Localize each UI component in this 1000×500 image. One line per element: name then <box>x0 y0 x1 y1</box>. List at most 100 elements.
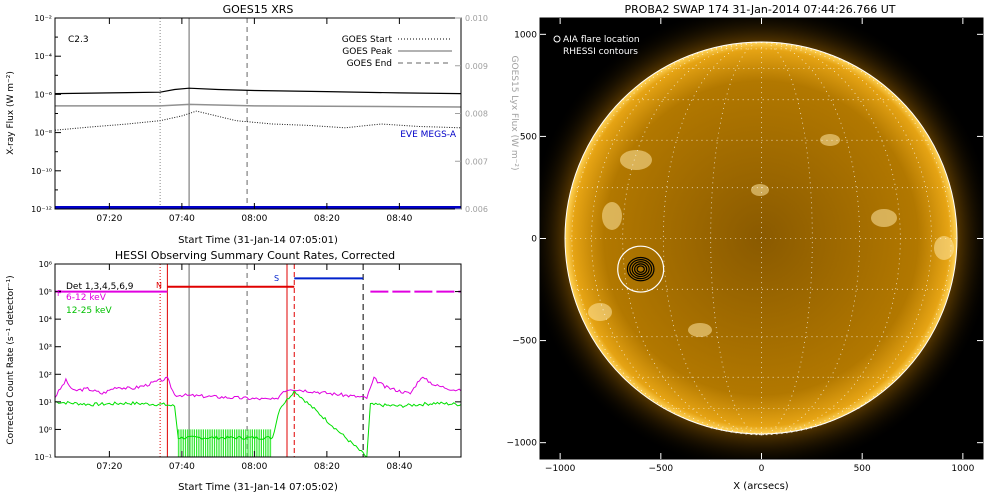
rhessi-contour <box>626 256 655 282</box>
sun-disk <box>565 42 957 434</box>
swap-xlabel: X (arcsecs) <box>733 481 789 492</box>
goes-ytick-right-label: 0.008 <box>465 110 488 119</box>
legend-aia-label: AIA flare location <box>563 35 640 45</box>
legend-aia-marker <box>553 35 561 43</box>
hessi-xtick-label: 08:40 <box>386 462 412 472</box>
hessi-panel: HESSI Observing Summary Count Rates, Cor… <box>6 249 462 493</box>
active-region <box>820 134 840 146</box>
swap-xtick-label: −500 <box>648 464 673 474</box>
active-region <box>588 303 612 321</box>
hessi-ytick-label: 10⁴ <box>39 315 52 324</box>
goes-ytick-label: 10⁻⁴ <box>34 52 52 61</box>
hessi-xtick-label: 07:40 <box>169 462 195 472</box>
goes-eve-label: EVE MEGS-A <box>400 130 457 140</box>
hessi-xtick-label: 08:20 <box>314 462 340 472</box>
swap-title: PROBA2 SWAP 174 31-Jan-2014 07:44:26.766… <box>624 3 895 16</box>
hessi-legend-6-12: 6-12 keV <box>66 293 107 303</box>
hessi-legend: Det 1,3,4,5,6,9 6-12 keV 12-25 keV <box>66 282 134 316</box>
swap-ytick-label: 1000 <box>514 30 537 40</box>
hessi-legend-title: Det 1,3,4,5,6,9 <box>66 282 134 292</box>
swap-legend: AIA flare location RHESSI contours <box>553 35 640 57</box>
longitude-line <box>622 41 762 436</box>
hessi-plot: 10⁻¹ 10⁰ 10¹ 10² 10³ 10⁴ 10⁵ 10⁶ 07:20 07:40 08:00… <box>34 260 462 472</box>
rhessi-contour <box>634 263 648 276</box>
hessi-ytick-label: 10⁶ <box>39 260 52 269</box>
hessi-ylabel: Corrected Count Rate (s⁻¹ detector⁻¹) <box>6 275 16 444</box>
goes-xtick-label: 07:40 <box>169 214 195 224</box>
goes-series <box>55 87 461 209</box>
goes-legend-end: GOES End <box>347 59 392 69</box>
hessi-xtick-label: 07:20 <box>96 462 122 472</box>
hessi-ytick-label: 10³ <box>39 343 52 352</box>
goes-frame <box>54 17 462 210</box>
goes-ytick-right-label: 0.009 <box>465 62 488 71</box>
swap-xtick-label: −1000 <box>545 464 576 474</box>
swap-xtick-label: 1000 <box>951 464 974 474</box>
active-region <box>871 209 897 227</box>
rhessi-contour <box>631 261 650 278</box>
goes-ylabel: X-ray Flux (W m⁻²) <box>6 71 16 155</box>
active-region <box>602 202 622 230</box>
hessi-xlabel: Start Time (31-Jan-14 07:05:02) <box>178 482 338 493</box>
active-region <box>688 323 712 337</box>
hessi-series-6-12 <box>55 376 461 401</box>
hessi-flag-s: S <box>274 274 279 283</box>
swap-ytick-label: −500 <box>512 337 537 347</box>
goes-title: GOES15 XRS <box>223 3 294 16</box>
goes-xlabel: Start Time (31-Jan-14 07:05:01) <box>178 235 338 246</box>
goes-ytick-right-label: 0.007 <box>465 157 488 166</box>
hessi-title: HESSI Observing Summary Count Rates, Cor… <box>115 249 395 262</box>
longitude-line <box>761 41 901 436</box>
swap-image <box>540 18 983 459</box>
flare-markers <box>617 245 665 293</box>
goes-xtick-label: 07:20 <box>96 214 122 224</box>
active-region <box>751 184 769 196</box>
swap-ytick-label: 500 <box>520 132 537 142</box>
goes-panel: GOES15 XRS X-ray Flux (W m⁻²) GOES15 Lyx… <box>6 3 519 246</box>
goes-legend-peak: GOES Peak <box>342 47 392 57</box>
hessi-xtick-label: 08:00 <box>241 462 267 472</box>
rhessi-contour <box>636 265 645 273</box>
goes-xtick-label: 08:00 <box>241 214 267 224</box>
hessi-flag-n: N <box>156 281 162 290</box>
hessi-ytick-label: 10⁰ <box>39 425 52 434</box>
goes-legend: GOES Start GOES Peak GOES End <box>342 35 452 69</box>
swap-ytick-label: −1000 <box>507 439 538 449</box>
active-region <box>620 150 652 170</box>
hessi-ytick-label: 10² <box>39 370 52 379</box>
hessi-flag-f: F <box>57 289 62 298</box>
goes-ytick-right-label: 0.006 <box>465 205 488 214</box>
goes-legend-start: GOES Start <box>342 35 393 45</box>
swap-axes: −1000 −1000 −500 −500 0 0 500 500 1000 1000 <box>507 18 983 474</box>
goes-ytick-label: 10⁻⁶ <box>34 90 52 99</box>
hessi-ytick-label: 10⁻¹ <box>34 453 52 462</box>
goes-ytick-label: 10⁻² <box>34 14 52 23</box>
aia-flare-circle <box>617 245 665 293</box>
hessi-ytick-label: 10⁵ <box>39 288 52 297</box>
solar-limb <box>564 41 958 435</box>
goes-series-line-1 <box>55 103 461 108</box>
goes-ylabel-wrap: X-ray Flux (W m⁻²) <box>6 71 16 155</box>
legend-rhessi-marker <box>553 47 561 55</box>
goes-ytick-label: 10⁻⁸ <box>34 129 52 138</box>
goes-series-line-0 <box>55 87 461 95</box>
hessi-green-spikes <box>177 429 272 457</box>
goes-plot: 10⁻¹² 10⁻¹⁰ 10⁻⁸ 10⁻⁶ 10⁻⁴ 10⁻² 0.006 0.007 0.00… <box>31 14 488 224</box>
swap-xtick-label: 0 <box>759 464 765 474</box>
swap-ytick-label: 0 <box>531 235 537 245</box>
legend-rhessi-label: RHESSI contours <box>563 47 638 57</box>
goes-ytick-label: 10⁻¹⁰ <box>31 167 52 176</box>
swap-panel: PROBA2 SWAP 174 31-Jan-2014 07:44:26.766… <box>507 3 984 492</box>
hessi-ytick-label: 10¹ <box>39 398 52 407</box>
swap-xtick-label: 500 <box>854 464 871 474</box>
goes-xtick-label: 08:40 <box>386 214 412 224</box>
active-region <box>934 236 954 260</box>
goes-xtick-label: 08:20 <box>314 214 340 224</box>
goes-ylabel-right: GOES15 Lyx Flux (W m⁻²) <box>509 56 519 171</box>
hessi-series <box>55 264 461 457</box>
goes-annotation: C2.3 <box>68 35 89 45</box>
rhessi-contour <box>629 259 653 280</box>
heliographic-grid <box>565 41 958 436</box>
hessi-legend-12-25: 12-25 keV <box>66 306 112 316</box>
